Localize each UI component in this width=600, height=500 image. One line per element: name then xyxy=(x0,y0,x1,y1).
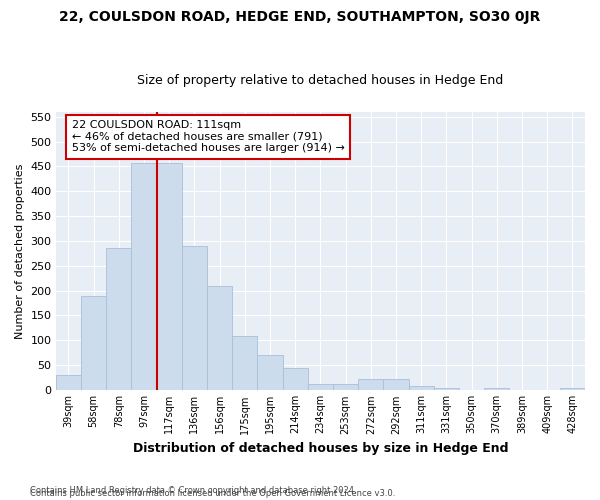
Bar xyxy=(81,296,106,390)
Bar xyxy=(383,379,409,390)
Bar xyxy=(560,388,585,390)
Bar xyxy=(484,388,509,390)
Bar xyxy=(131,164,157,390)
Bar xyxy=(232,336,257,390)
Text: 22, COULSDON ROAD, HEDGE END, SOUTHAMPTON, SO30 0JR: 22, COULSDON ROAD, HEDGE END, SOUTHAMPTO… xyxy=(59,10,541,24)
Bar xyxy=(56,375,81,390)
Text: 22 COULSDON ROAD: 111sqm
← 46% of detached houses are smaller (791)
53% of semi-: 22 COULSDON ROAD: 111sqm ← 46% of detach… xyxy=(72,120,344,154)
Bar xyxy=(106,248,131,390)
Bar xyxy=(182,246,207,390)
Bar xyxy=(434,388,459,390)
Title: Size of property relative to detached houses in Hedge End: Size of property relative to detached ho… xyxy=(137,74,503,87)
Bar xyxy=(283,368,308,390)
Bar xyxy=(358,379,383,390)
Text: Contains HM Land Registry data © Crown copyright and database right 2024.: Contains HM Land Registry data © Crown c… xyxy=(30,486,356,495)
Bar xyxy=(257,355,283,390)
X-axis label: Distribution of detached houses by size in Hedge End: Distribution of detached houses by size … xyxy=(133,442,508,455)
Text: Contains public sector information licensed under the Open Government Licence v3: Contains public sector information licen… xyxy=(30,488,395,498)
Bar xyxy=(333,384,358,390)
Bar xyxy=(409,386,434,390)
Bar xyxy=(308,384,333,390)
Y-axis label: Number of detached properties: Number of detached properties xyxy=(15,163,25,338)
Bar xyxy=(207,286,232,390)
Bar xyxy=(157,164,182,390)
